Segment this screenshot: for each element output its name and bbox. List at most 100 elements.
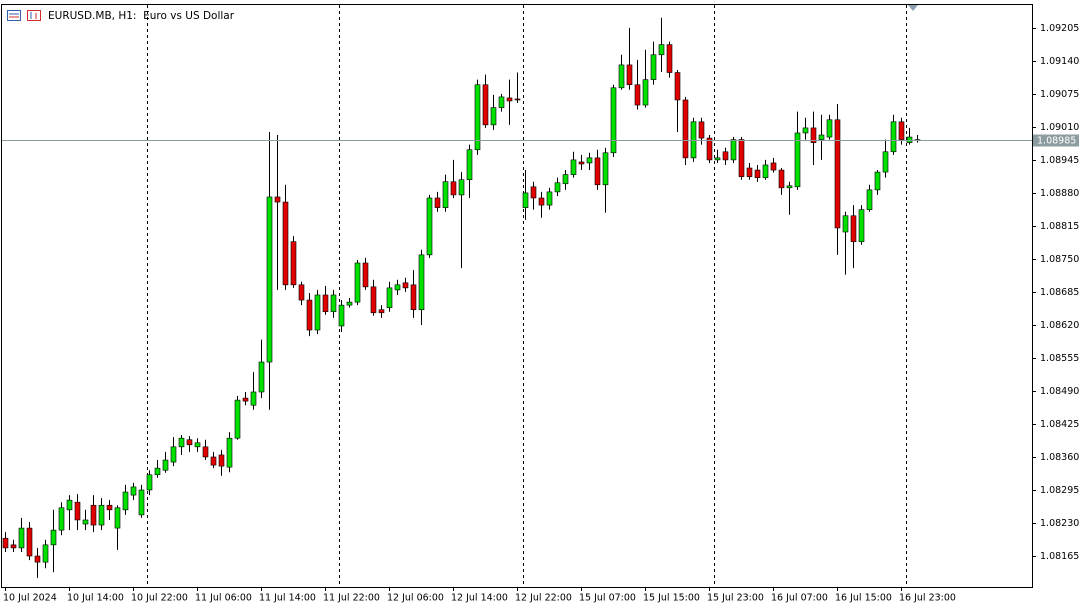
y-tick-label: 1.08945 bbox=[1040, 155, 1079, 166]
candle-body bbox=[746, 167, 753, 177]
candle-body bbox=[170, 446, 177, 463]
candle-body bbox=[546, 191, 553, 206]
candle-body bbox=[266, 196, 273, 363]
candle-body bbox=[498, 96, 505, 108]
y-tick-label: 1.08620 bbox=[1040, 320, 1079, 331]
candle-body bbox=[18, 527, 25, 549]
candle-body bbox=[282, 201, 289, 286]
candle-body bbox=[482, 84, 489, 126]
candle-body bbox=[338, 304, 345, 327]
candle-body bbox=[306, 299, 313, 331]
candle-body bbox=[426, 197, 433, 256]
candle-body bbox=[178, 437, 185, 448]
candle-body bbox=[418, 254, 425, 311]
y-tick-label: 1.08295 bbox=[1040, 485, 1079, 496]
candle-body bbox=[66, 499, 73, 511]
y-tick-label: 1.09205 bbox=[1040, 23, 1079, 34]
candle-body bbox=[570, 159, 577, 175]
candle-body bbox=[346, 301, 353, 306]
candle-body bbox=[626, 64, 633, 86]
candle-body bbox=[410, 284, 417, 311]
candle-body bbox=[706, 137, 713, 161]
candle-body bbox=[274, 196, 281, 203]
candle-body bbox=[730, 139, 737, 161]
candle-body bbox=[106, 504, 113, 511]
candle-body bbox=[314, 294, 321, 331]
candle-body bbox=[362, 262, 369, 288]
candle-body bbox=[290, 241, 297, 286]
x-tick-label: 11 Jul 22:00 bbox=[323, 593, 380, 604]
x-tick-label: 15 Jul 15:00 bbox=[643, 593, 700, 604]
candle-body bbox=[58, 507, 65, 531]
candle-body bbox=[450, 181, 457, 196]
candle-body bbox=[474, 84, 481, 151]
candle-body bbox=[130, 486, 137, 496]
candle-body bbox=[858, 209, 865, 242]
x-tick-label: 16 Jul 15:00 bbox=[835, 593, 892, 604]
candle-body bbox=[802, 127, 809, 134]
candle-body bbox=[258, 361, 265, 393]
y-tick-label: 1.08685 bbox=[1040, 287, 1079, 298]
bid-label-box bbox=[1033, 134, 1079, 147]
candle-body bbox=[42, 544, 49, 563]
icon bbox=[7, 10, 21, 21]
candle-body bbox=[490, 107, 497, 126]
x-tick-label: 12 Jul 06:00 bbox=[387, 593, 444, 604]
candle-body bbox=[698, 121, 705, 139]
candle-body bbox=[562, 174, 569, 185]
candle-body bbox=[754, 169, 761, 178]
shift-marker bbox=[908, 5, 918, 11]
candle-body bbox=[26, 527, 33, 557]
x-tick-label: 11 Jul 14:00 bbox=[259, 593, 316, 604]
y-tick-label: 1.08750 bbox=[1040, 254, 1079, 265]
candle-body bbox=[674, 72, 681, 101]
candle-body bbox=[530, 186, 537, 199]
candle-body bbox=[714, 157, 721, 161]
candle-body bbox=[738, 139, 745, 177]
x-tick-label: 10 Jul 22:00 bbox=[131, 593, 188, 604]
candle-body bbox=[434, 197, 441, 208]
candle-body bbox=[690, 121, 697, 159]
candle-body bbox=[762, 164, 769, 178]
candle-body bbox=[898, 121, 905, 140]
candle-body bbox=[34, 555, 41, 563]
y-tick-label: 1.08555 bbox=[1040, 353, 1079, 364]
candle-body bbox=[826, 119, 833, 138]
candle-body bbox=[514, 98, 521, 101]
candle-body bbox=[202, 446, 209, 458]
candle-body bbox=[818, 134, 825, 140]
candle-body bbox=[586, 157, 593, 164]
y-tick-label: 1.09140 bbox=[1040, 56, 1079, 67]
candle-body bbox=[210, 456, 217, 466]
candle-body bbox=[162, 459, 169, 471]
candle-body bbox=[466, 149, 473, 181]
candle-body bbox=[218, 454, 225, 467]
y-tick-label: 1.08165 bbox=[1040, 551, 1079, 562]
candle-body bbox=[442, 181, 449, 208]
y-tick-label: 1.09075 bbox=[1040, 89, 1079, 100]
candle-body bbox=[146, 474, 153, 491]
candle-body bbox=[778, 169, 785, 189]
candle-body bbox=[890, 121, 897, 153]
candle-body bbox=[186, 439, 193, 446]
candle-body bbox=[882, 151, 889, 173]
candle-body bbox=[842, 215, 849, 233]
candle-body bbox=[394, 284, 401, 291]
candle-body bbox=[538, 197, 545, 206]
candle-body bbox=[602, 152, 609, 186]
x-tick-label: 12 Jul 22:00 bbox=[515, 593, 572, 604]
y-tick-label: 1.08230 bbox=[1040, 518, 1079, 529]
candle-body bbox=[594, 157, 601, 186]
candle-body bbox=[138, 489, 145, 516]
candle-body bbox=[82, 519, 89, 525]
day-separators bbox=[147, 5, 907, 587]
candle-body bbox=[90, 504, 97, 526]
candle-body bbox=[666, 44, 673, 73]
candle-body bbox=[402, 282, 409, 289]
y-tick-label: 1.09010 bbox=[1040, 122, 1079, 133]
x-tick-label: 15 Jul 23:00 bbox=[707, 593, 764, 604]
x-tick-label: 15 Jul 07:00 bbox=[579, 593, 636, 604]
candle-body bbox=[330, 294, 337, 313]
